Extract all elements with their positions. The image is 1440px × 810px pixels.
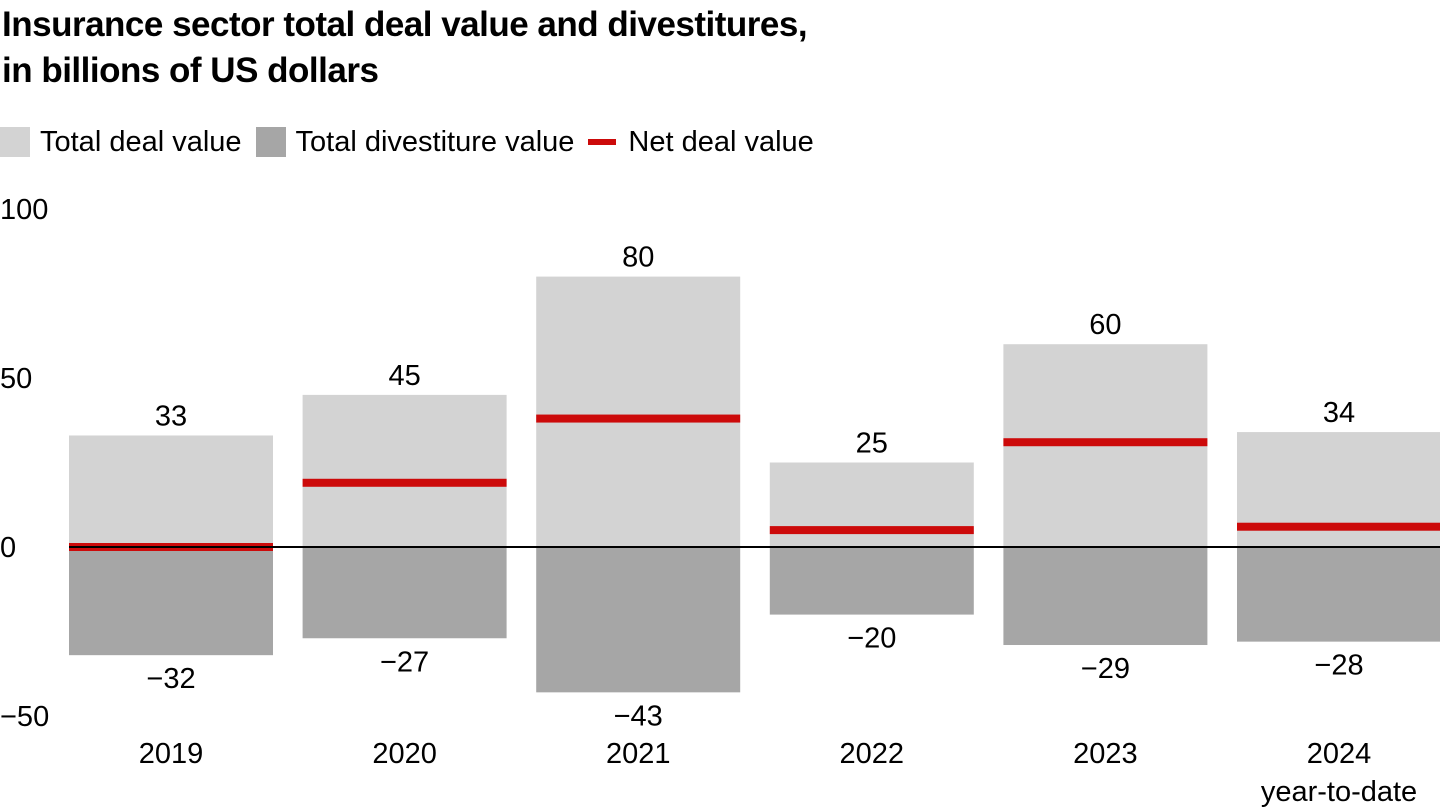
x-category-label: 2019: [139, 738, 204, 770]
deal-value-label: 45: [388, 360, 420, 392]
deal-value-label: 80: [622, 242, 654, 274]
divestiture-bar: [69, 547, 273, 656]
chart-title-line-1: Insurance sector total deal value and di…: [2, 5, 808, 44]
chart-title: Insurance sector total deal value and di…: [2, 2, 808, 94]
divestiture-bar: [1237, 547, 1440, 642]
divestiture-value-label: −27: [380, 646, 429, 678]
deal-bar: [536, 276, 741, 547]
net-deal-marker: [769, 526, 974, 535]
x-category-label: 2021: [606, 738, 671, 770]
divestiture-value-label: −28: [1314, 650, 1363, 682]
divestiture-bar: [769, 547, 974, 615]
deal-value-label: 33: [155, 400, 187, 432]
divestiture-bar: [1003, 547, 1208, 646]
legend-swatch-net: [588, 139, 617, 145]
deal-bar: [69, 435, 273, 547]
legend-item-net: Net deal value: [588, 125, 814, 159]
x-category-label: 2023: [1073, 738, 1138, 770]
legend-item-deal: Total deal value: [0, 126, 242, 159]
y-tick-label: 100: [0, 194, 48, 226]
x-category-label: 2024: [1307, 738, 1372, 770]
chart-title-line-2: in billions of US dollars: [2, 51, 379, 90]
legend-label-net: Net deal value: [628, 125, 814, 158]
x-category-label: 2022: [840, 738, 905, 770]
net-deal-marker: [1237, 522, 1440, 531]
divestiture-bar: [302, 547, 507, 639]
deal-value-label: 25: [856, 428, 888, 460]
divestiture-bar: [536, 547, 741, 693]
divestiture-value-label: −43: [614, 700, 663, 732]
divestiture-value-label: −20: [847, 623, 896, 655]
legend-label-deal: Total deal value: [40, 125, 242, 158]
legend-swatch-deal: [0, 127, 30, 157]
divestiture-value-label: −32: [146, 663, 195, 695]
deal-bar: [769, 462, 974, 547]
legend-label-divestiture: Total divestiture value: [295, 125, 575, 158]
deal-value-label: 60: [1089, 309, 1121, 341]
deal-bar: [302, 394, 507, 547]
net-deal-marker: [536, 414, 741, 423]
net-deal-marker: [302, 478, 507, 487]
y-tick-label: −50: [0, 701, 49, 733]
legend-item-divestiture: Total divestiture value: [255, 125, 575, 159]
divestiture-value-label: −29: [1081, 653, 1130, 685]
legend-swatch-divestiture: [255, 127, 286, 157]
x-category-sublabel: year-to-date: [1261, 776, 1417, 808]
y-tick-label: 50: [0, 363, 32, 395]
deal-value-label: 34: [1323, 397, 1355, 429]
net-deal-marker: [1003, 438, 1208, 447]
y-tick-label: 0: [0, 532, 16, 564]
x-category-label: 2020: [372, 738, 437, 770]
chart-legend: Total deal value Total divestiture value…: [0, 122, 828, 162]
